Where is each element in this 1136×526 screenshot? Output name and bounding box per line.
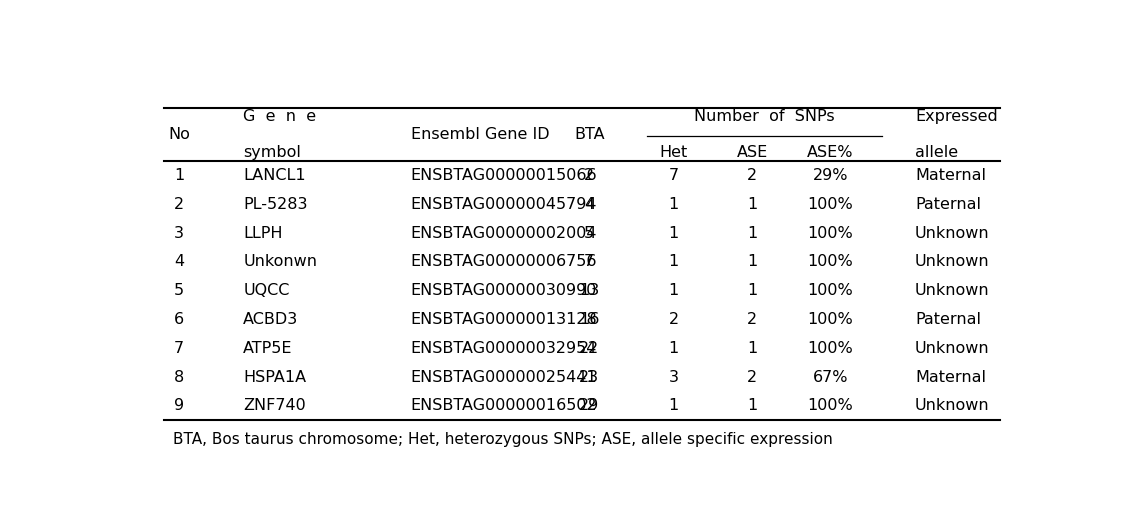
Text: 3: 3 [174,226,184,240]
Text: 100%: 100% [808,283,853,298]
Text: 1: 1 [747,226,758,240]
Text: Paternal: Paternal [914,197,982,212]
Text: ENSBTAG00000016502: ENSBTAG00000016502 [410,399,598,413]
Text: ENSBTAG00000002004: ENSBTAG00000002004 [410,226,598,240]
Text: G  e  n  e: G e n e [243,109,316,124]
Text: 4: 4 [174,255,184,269]
Text: 67%: 67% [812,370,849,385]
Text: symbol: symbol [243,145,301,160]
Text: ACBD3: ACBD3 [243,312,299,327]
Text: ATP5E: ATP5E [243,341,293,356]
Text: 1: 1 [747,341,758,356]
Text: 100%: 100% [808,399,853,413]
Text: 5: 5 [584,226,594,240]
Text: Number  of  SNPs: Number of SNPs [694,109,835,124]
Text: 1: 1 [669,341,679,356]
Text: Unkonwn: Unkonwn [243,255,317,269]
Text: ASE%: ASE% [808,145,854,160]
Text: ENSBTAG00000025441: ENSBTAG00000025441 [410,370,598,385]
Text: ENSBTAG00000006756: ENSBTAG00000006756 [410,255,598,269]
Text: UQCC: UQCC [243,283,290,298]
Text: Unknown: Unknown [914,226,989,240]
Text: 1: 1 [669,226,679,240]
Text: 1: 1 [669,283,679,298]
Text: 1: 1 [747,255,758,269]
Text: 3: 3 [669,370,679,385]
Text: 7: 7 [669,168,679,183]
Text: 2: 2 [747,168,758,183]
Text: 23: 23 [579,370,600,385]
Text: 1: 1 [174,168,184,183]
Text: Unknown: Unknown [914,341,989,356]
Text: 29: 29 [579,399,600,413]
Text: 9: 9 [174,399,184,413]
Text: LANCL1: LANCL1 [243,168,306,183]
Text: 8: 8 [174,370,184,385]
Text: Paternal: Paternal [914,312,982,327]
Text: 2: 2 [584,168,594,183]
Text: ENSBTAG00000030990: ENSBTAG00000030990 [410,283,596,298]
Text: ZNF740: ZNF740 [243,399,306,413]
Text: Maternal: Maternal [914,168,986,183]
Text: allele: allele [914,145,958,160]
Text: ENSBTAG00000045794: ENSBTAG00000045794 [410,197,598,212]
Text: 1: 1 [747,399,758,413]
Text: ENSBTAG00000015066: ENSBTAG00000015066 [410,168,598,183]
Text: Expressed: Expressed [914,109,997,124]
Text: PL-5283: PL-5283 [243,197,308,212]
Text: 6: 6 [174,312,184,327]
Text: 1: 1 [747,197,758,212]
Text: 16: 16 [579,312,600,327]
Text: Unknown: Unknown [914,399,989,413]
Text: Maternal: Maternal [914,370,986,385]
Text: ENSBTAG00000013128: ENSBTAG00000013128 [410,312,598,327]
Text: 22: 22 [579,341,600,356]
Text: Unknown: Unknown [914,283,989,298]
Text: 7: 7 [174,341,184,356]
Text: 2: 2 [174,197,184,212]
Text: 5: 5 [174,283,184,298]
Text: Het: Het [660,145,688,160]
Text: ASE: ASE [736,145,768,160]
Text: 2: 2 [669,312,679,327]
Text: BTA, Bos taurus chromosome; Het, heterozygous SNPs; ASE, allele specific express: BTA, Bos taurus chromosome; Het, heteroz… [173,432,833,447]
Text: 1: 1 [669,255,679,269]
Text: 7: 7 [584,255,594,269]
Text: 2: 2 [747,312,758,327]
Text: 100%: 100% [808,312,853,327]
Text: HSPA1A: HSPA1A [243,370,307,385]
Text: 100%: 100% [808,255,853,269]
Text: 1: 1 [747,283,758,298]
Text: 1: 1 [669,399,679,413]
Text: No: No [168,127,190,142]
Text: 4: 4 [584,197,594,212]
Text: 2: 2 [747,370,758,385]
Text: LLPH: LLPH [243,226,283,240]
Text: 100%: 100% [808,226,853,240]
Text: 1: 1 [669,197,679,212]
Text: 13: 13 [579,283,600,298]
Text: Unknown: Unknown [914,255,989,269]
Text: 29%: 29% [812,168,849,183]
Text: Ensembl Gene ID: Ensembl Gene ID [410,127,549,142]
Text: 100%: 100% [808,341,853,356]
Text: ENSBTAG00000032954: ENSBTAG00000032954 [410,341,596,356]
Text: BTA: BTA [574,127,604,142]
Text: 100%: 100% [808,197,853,212]
